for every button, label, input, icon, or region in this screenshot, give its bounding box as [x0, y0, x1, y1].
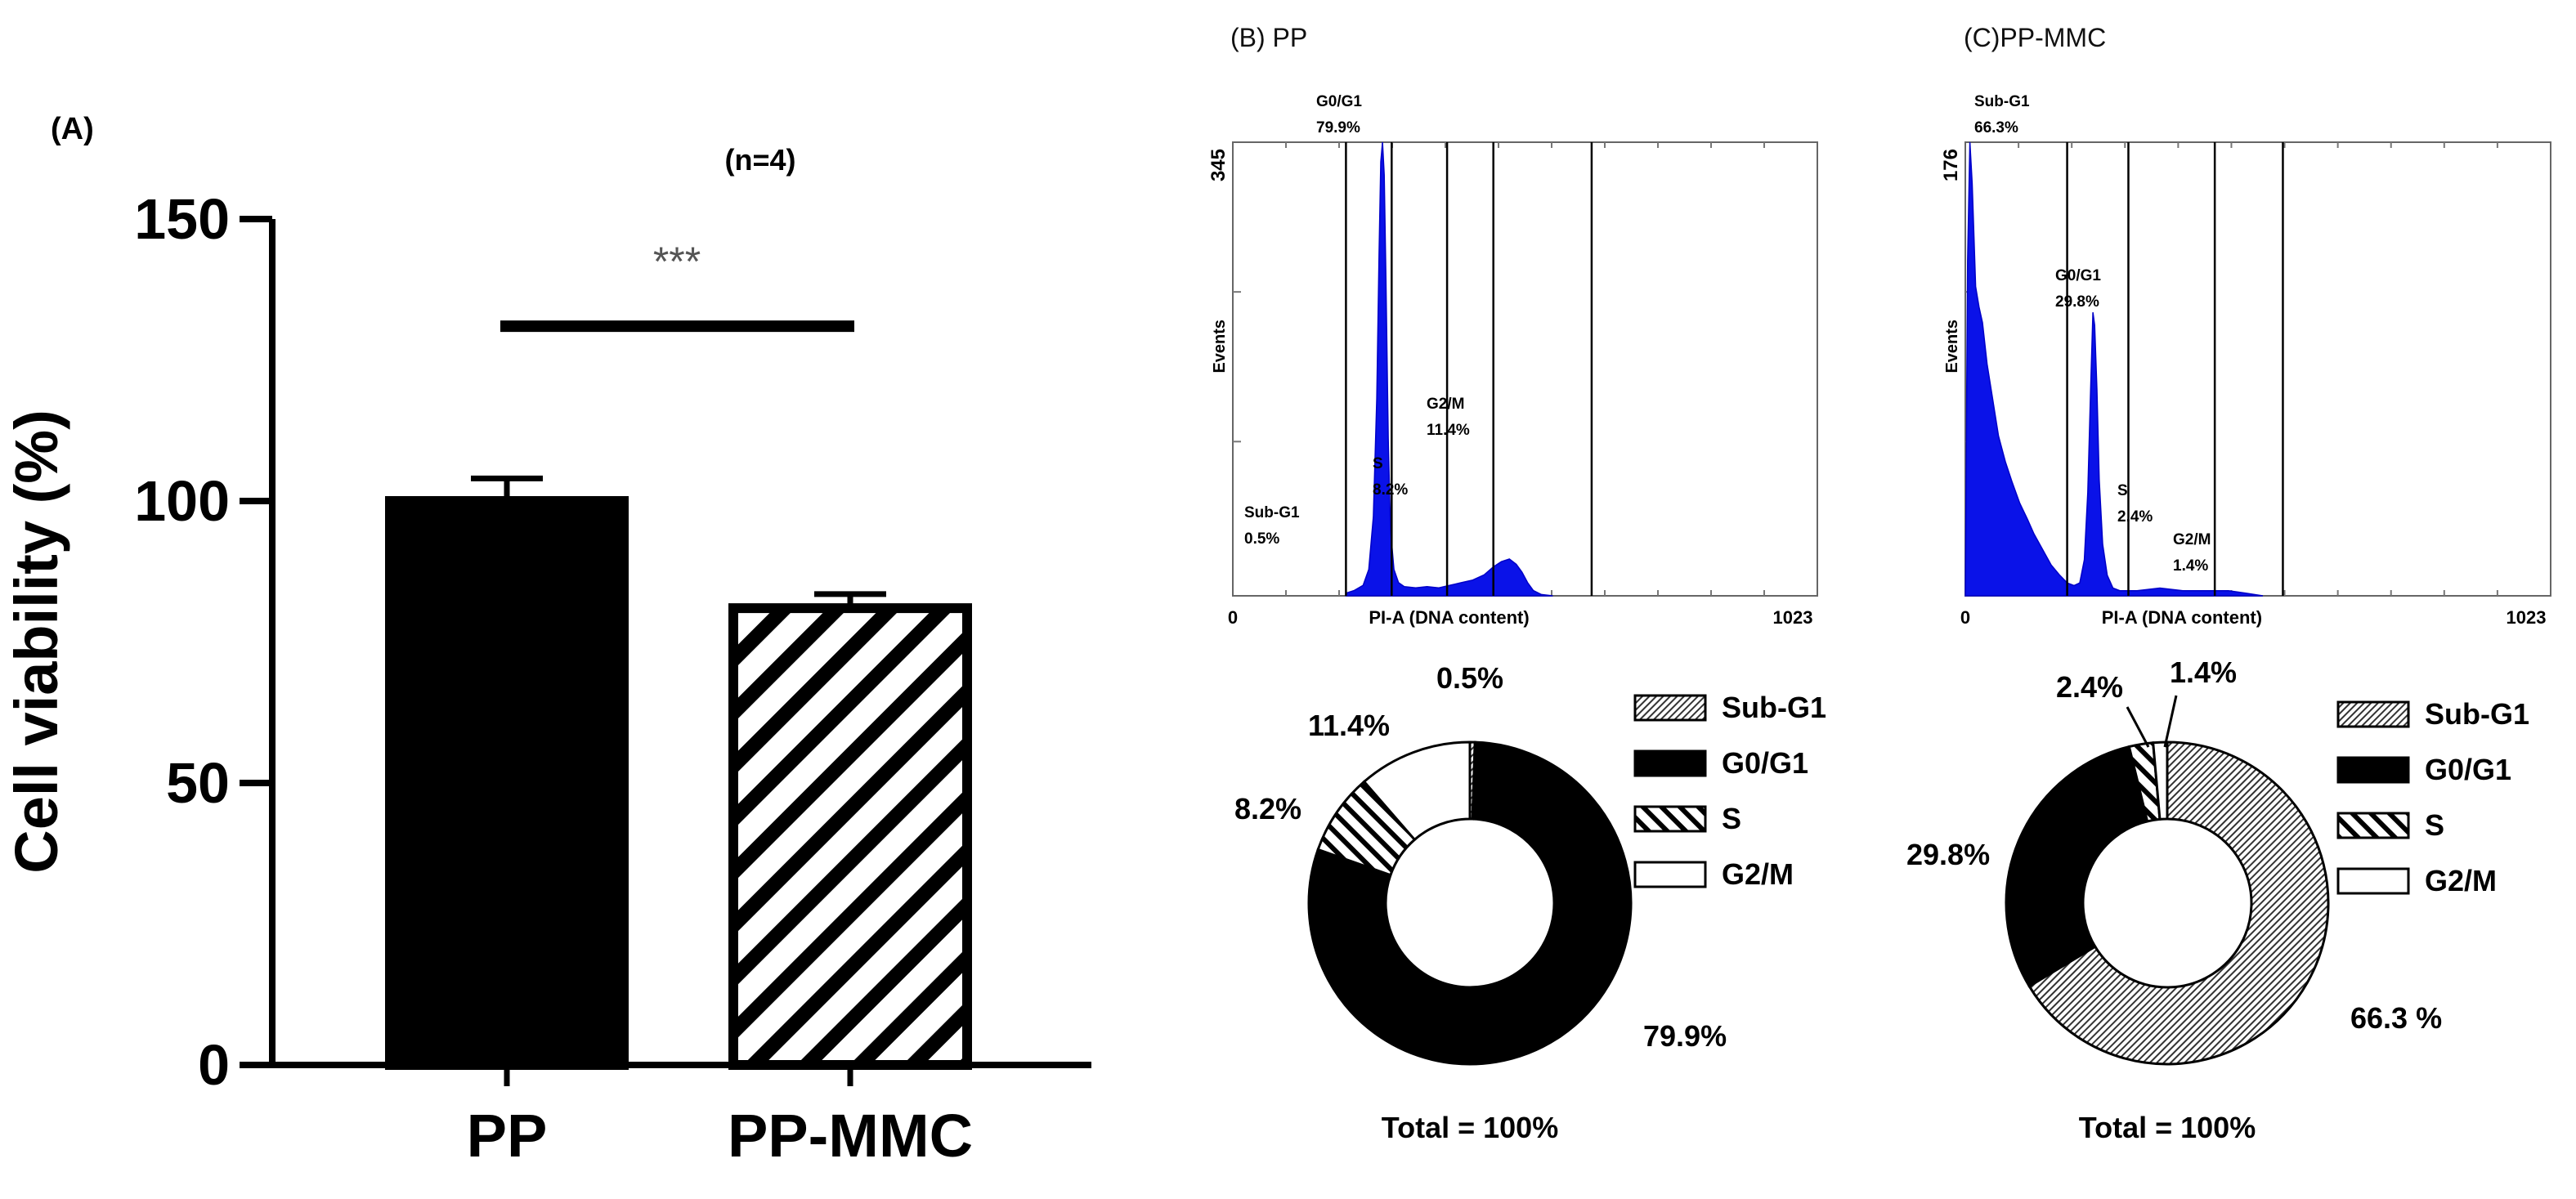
histogram-area — [1345, 141, 1553, 597]
legend-swatch — [1633, 861, 1707, 888]
histogram-y-axis-label: Events — [1211, 320, 1229, 374]
histogram-x-axis-label: PI-A (DNA content) — [2102, 607, 2262, 628]
donut-slice — [1307, 740, 1633, 1066]
histogram-x-max-label: 1023 — [2507, 607, 2547, 628]
slice-value-label: 11.4% — [1308, 709, 1390, 742]
slice-leader-line — [2163, 695, 2178, 748]
sample-size-annotation: (n=4) — [724, 143, 795, 177]
legend-swatch — [2336, 700, 2410, 728]
slice-value-label: 79.9% — [1643, 1019, 1727, 1053]
slice-value-label: 29.8% — [1906, 838, 1990, 871]
donut-slice — [2027, 740, 2330, 1066]
gate-label: G0/G1 — [2055, 267, 2101, 284]
histogram-ymax-label: 345 — [1207, 149, 1230, 181]
slice-leader-line — [2126, 706, 2150, 748]
panel-a-bar-chart: (A) (n=4) Cell viability (%) 0 50 100 150 P… — [2, 112, 1091, 1170]
legend-swatch — [2336, 812, 2410, 839]
panel-a-label: (A) — [51, 112, 94, 146]
legend-swatch — [2336, 867, 2410, 895]
legend-label: S — [1722, 802, 1741, 835]
slice-value-label: 8.2% — [1234, 792, 1301, 825]
histogram-x-min-label: 0 — [1228, 607, 1238, 628]
panel-b-title: (B) PP — [1230, 23, 1307, 52]
histogram-x-min-label: 0 — [1960, 607, 1970, 628]
legend-swatch — [2336, 756, 2410, 784]
panel-b: (B) PP 345 Events 0 1023 PI-A (DNA content) S… — [1207, 23, 1826, 1144]
gate-label: G2/M — [2173, 531, 2211, 548]
legend-label: G2/M — [2425, 864, 2497, 897]
legend-label: G0/G1 — [2425, 753, 2511, 786]
gate-value: 0.5% — [1244, 530, 1279, 548]
gate-value: 66.3% — [1974, 119, 2018, 136]
bar-y-ticks: 0 50 100 150 — [134, 187, 272, 1097]
donut-total-label: Total = 100% — [1382, 1111, 1558, 1144]
slice-value-label: 1.4% — [2170, 655, 2237, 689]
y-axis-label: Cell viability (%) — [2, 409, 70, 873]
x-category-label: PP — [467, 1102, 548, 1170]
gate-value: 1.4% — [2173, 557, 2208, 575]
y-tick-label: 100 — [134, 469, 230, 533]
gate-value: 2.4% — [2117, 508, 2153, 526]
gate-label: S — [1373, 455, 1383, 472]
donut-total-label: Total = 100% — [2079, 1111, 2256, 1144]
histogram-frame — [1232, 141, 1818, 597]
histogram-area — [1964, 141, 2264, 597]
slice-value-label: 66.3 % — [2350, 1001, 2442, 1035]
legend-swatch — [1633, 805, 1707, 833]
slice-value-label: 2.4% — [2056, 670, 2123, 704]
gate-value: 29.8% — [2055, 293, 2099, 311]
gate-label: G2/M — [1427, 396, 1464, 413]
legend-label: S — [2425, 808, 2444, 842]
donut-slice — [1362, 740, 1472, 842]
y-tick-label: 50 — [166, 751, 230, 815]
histogram-ymax-label: 176 — [1940, 149, 1962, 181]
legend-swatch — [1633, 749, 1707, 777]
panel-c-title: (C)PP-MMC — [1964, 23, 2106, 52]
bar-pp-mmc — [728, 603, 972, 1070]
slice-value-label: 0.5% — [1436, 661, 1503, 695]
bar-marks — [385, 475, 972, 1070]
histogram-x-max-label: 1023 — [1773, 607, 1813, 628]
legend-label: Sub-G1 — [1722, 691, 1826, 724]
donut-slice — [2152, 740, 2169, 821]
y-tick-label: 150 — [134, 187, 230, 251]
gate-value: 11.4% — [1427, 422, 1470, 439]
donut-pp-mmc: 66.3 % 29.8% 2.4% 1.4% Total = 100% Sub-G1 G0/… — [1906, 655, 2529, 1144]
y-tick-label: 0 — [198, 1033, 230, 1097]
donut-pp: 0.5% 79.9% 8.2% 11.4% Total = 100% Sub-G1 G0/G… — [1234, 661, 1826, 1144]
bar-x-categories: PP PP-MMC — [467, 1065, 973, 1170]
legend-label: G0/G1 — [1722, 746, 1808, 780]
gate-label: G0/G1 — [1316, 93, 1362, 110]
panel-c: (C)PP-MMC 176 Events 0 1023 PI-A (DNA conten… — [1906, 23, 2551, 1144]
gate-value: 79.9% — [1316, 119, 1360, 136]
significance-stars: *** — [653, 239, 701, 284]
histogram-frame — [1964, 141, 2551, 597]
histogram-y-axis-label: Events — [1943, 320, 1961, 374]
legend-swatch — [1633, 694, 1707, 722]
legend-label: G2/M — [1722, 857, 1794, 891]
legend-label: Sub-G1 — [2425, 697, 2529, 731]
bar-pp — [385, 496, 629, 1070]
x-category-label: PP-MMC — [728, 1102, 973, 1170]
gate-label: S — [2117, 482, 2128, 499]
gate-value: 8.2% — [1373, 481, 1408, 499]
gate-label: Sub-G1 — [1974, 93, 2030, 110]
donut-slice — [2005, 745, 2149, 988]
histogram-pp-mmc: 176 Events 0 1023 PI-A (DNA content) Sub-G1 66… — [1940, 93, 2551, 628]
histogram-pp: 345 Events 0 1023 PI-A (DNA content) Sub-G1 0.… — [1207, 93, 1818, 628]
gate-label: Sub-G1 — [1244, 504, 1300, 521]
histogram-x-axis-label: PI-A (DNA content) — [1369, 607, 1529, 628]
